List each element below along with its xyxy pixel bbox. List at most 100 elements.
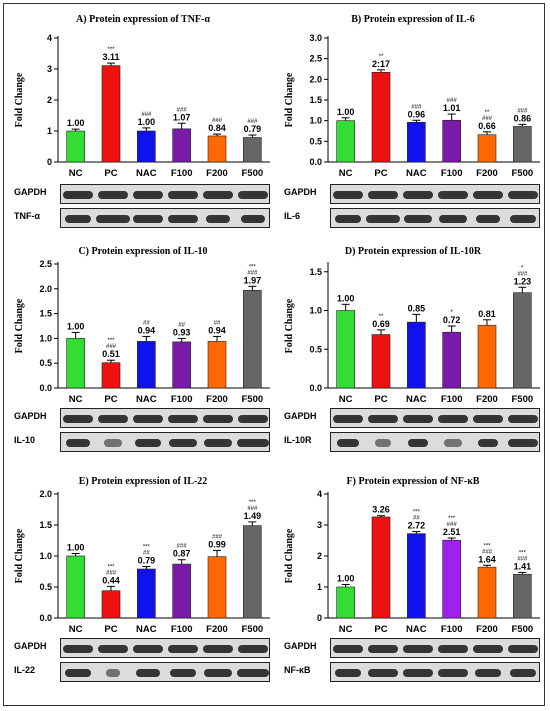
x-tick-label: F100 <box>171 394 193 405</box>
value-label: 3.11 <box>102 52 119 62</box>
blot-band <box>133 415 163 423</box>
blot-band <box>168 215 198 223</box>
bar-f100 <box>442 539 461 619</box>
bar-chart-svg: B) Protein expression of IL-6 Fold Change… <box>284 14 540 179</box>
bar-pc <box>101 362 121 389</box>
significance-label: *** <box>107 564 115 570</box>
y-axis-label: Fold Change <box>14 298 25 353</box>
chart-title: E) Protein expression of IL-22 <box>79 476 208 487</box>
bar-f200 <box>207 556 227 619</box>
blot-strip <box>330 638 540 658</box>
bar-nc <box>66 338 85 389</box>
blot-label: IL-10R <box>284 435 312 445</box>
blot-band <box>238 191 268 199</box>
blot-band <box>368 415 398 423</box>
y-tick-label: 1.5 <box>309 267 322 277</box>
significance-label: ### <box>447 522 458 528</box>
significance-label: ### <box>212 118 223 124</box>
y-tick-label: 2.0 <box>39 489 52 499</box>
bar-chart-svg: F) Protein expression of NF-κB Fold Chang… <box>284 476 540 635</box>
x-tick-label: F500 <box>242 394 264 405</box>
blot-band <box>98 415 128 423</box>
blot-label: IL-10 <box>14 435 36 445</box>
y-tick-label: 2.5 <box>309 54 322 64</box>
chart-title: F) Protein expression of NF-κB <box>347 476 480 487</box>
y-axis-label: Fold Change <box>14 72 25 127</box>
significance-label: ### <box>177 107 188 113</box>
x-tick-label: NAC <box>136 168 157 179</box>
significance-label: *** <box>107 47 115 53</box>
blot-band <box>170 669 196 677</box>
value-label: 1.07 <box>173 112 191 122</box>
blot-band <box>168 191 198 199</box>
significance-label: ### <box>106 344 117 350</box>
y-tick-label: 0.5 <box>309 344 322 354</box>
value-label: 1.00 <box>138 117 156 127</box>
x-tick-label: F500 <box>242 168 264 179</box>
blot-band <box>238 645 268 653</box>
bar-nac <box>407 321 426 389</box>
value-label: 1.00 <box>337 574 355 584</box>
blot-label: TNF-α <box>14 211 41 221</box>
blot-band <box>135 439 161 447</box>
bar-pc <box>101 65 121 163</box>
x-tick-label: NC <box>69 168 83 179</box>
x-tick-label: PC <box>374 168 387 179</box>
significance-label: *** <box>107 338 115 344</box>
value-label: 0.79 <box>244 124 262 134</box>
bar-pc <box>371 72 391 163</box>
blot-strip <box>330 662 540 682</box>
blot-band <box>438 669 468 677</box>
significance-label: ** <box>485 110 490 116</box>
blot-band <box>204 439 232 447</box>
x-tick-label: F200 <box>476 168 498 179</box>
blot-strip <box>60 208 270 228</box>
blot-band <box>366 215 400 223</box>
chart-title: A) Protein expression of TNF-α <box>76 14 210 25</box>
blot-band <box>168 415 198 423</box>
chart-title: C) Protein expression of IL-10 <box>78 246 207 257</box>
blot-band <box>106 669 120 677</box>
x-tick-label: PC <box>104 168 117 179</box>
blot-band <box>133 191 163 199</box>
y-tick-label: 2 <box>47 95 52 105</box>
significance-label: ### <box>212 534 223 540</box>
blot-band <box>368 669 398 677</box>
x-tick-label: F200 <box>476 394 498 405</box>
chart-panel-e: E) Protein expression of IL-22 Fold Chang… <box>8 470 283 705</box>
x-tick-label: F500 <box>512 394 534 405</box>
value-label: 0.44 <box>102 575 120 585</box>
blot-band <box>438 415 468 423</box>
x-tick-label: NAC <box>406 394 427 405</box>
blot-band <box>473 191 503 199</box>
blot-band <box>241 215 265 223</box>
y-tick-label: 1.0 <box>309 306 322 316</box>
blot-band <box>408 439 428 447</box>
blot-band <box>403 645 433 653</box>
bar-nc <box>336 310 355 389</box>
blot-row: GAPDH <box>8 638 276 658</box>
value-label: 0.84 <box>208 123 226 133</box>
value-label: 0.85 <box>408 303 426 313</box>
bar-nc <box>336 586 355 619</box>
x-tick-label: F100 <box>171 624 193 635</box>
significance-label: ## <box>143 320 150 326</box>
significance-label: ### <box>517 271 528 277</box>
y-tick-label: 0.0 <box>309 383 322 393</box>
blot-band <box>237 439 269 447</box>
blot-band <box>133 215 163 223</box>
blot-band <box>333 415 363 423</box>
value-label: 2:17 <box>372 59 390 69</box>
y-tick-label: 1 <box>47 126 52 136</box>
value-label: 1.01 <box>443 103 461 113</box>
blot-row: GAPDH <box>8 184 276 204</box>
blot-band <box>403 669 433 677</box>
bar-f200 <box>477 566 497 619</box>
blot-band <box>375 439 391 447</box>
value-label: 0.87 <box>173 549 191 559</box>
chart-title: B) Protein expression of IL-6 <box>351 14 475 25</box>
y-tick-label: 0 <box>47 157 52 167</box>
blot-band <box>439 215 467 223</box>
blot-band <box>136 669 160 677</box>
blot-band <box>63 415 93 423</box>
